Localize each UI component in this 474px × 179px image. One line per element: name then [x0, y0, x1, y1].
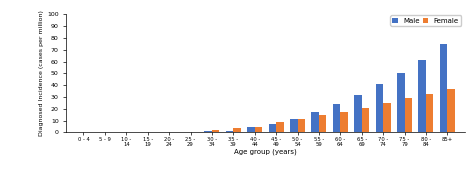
- Bar: [226, 131, 233, 132]
- Bar: [255, 127, 262, 132]
- Bar: [354, 95, 362, 132]
- X-axis label: Age group (years): Age group (years): [234, 149, 297, 155]
- Bar: [269, 124, 276, 132]
- Bar: [397, 73, 405, 132]
- Bar: [362, 108, 369, 132]
- Bar: [298, 119, 305, 132]
- Bar: [290, 119, 298, 132]
- Bar: [419, 60, 426, 132]
- Bar: [440, 44, 447, 132]
- Bar: [333, 103, 340, 132]
- Bar: [319, 115, 327, 132]
- Bar: [204, 131, 212, 132]
- Bar: [276, 122, 283, 132]
- Bar: [311, 112, 319, 132]
- Bar: [233, 128, 241, 132]
- Bar: [212, 130, 219, 132]
- Legend: Male, Female: Male, Female: [390, 15, 461, 26]
- Bar: [340, 112, 348, 132]
- Bar: [247, 127, 255, 132]
- Bar: [447, 89, 455, 132]
- Bar: [376, 84, 383, 132]
- Bar: [426, 94, 434, 132]
- Bar: [405, 98, 412, 132]
- Y-axis label: Diagnosed Incidence (cases per million): Diagnosed Incidence (cases per million): [39, 10, 44, 136]
- Bar: [383, 103, 391, 132]
